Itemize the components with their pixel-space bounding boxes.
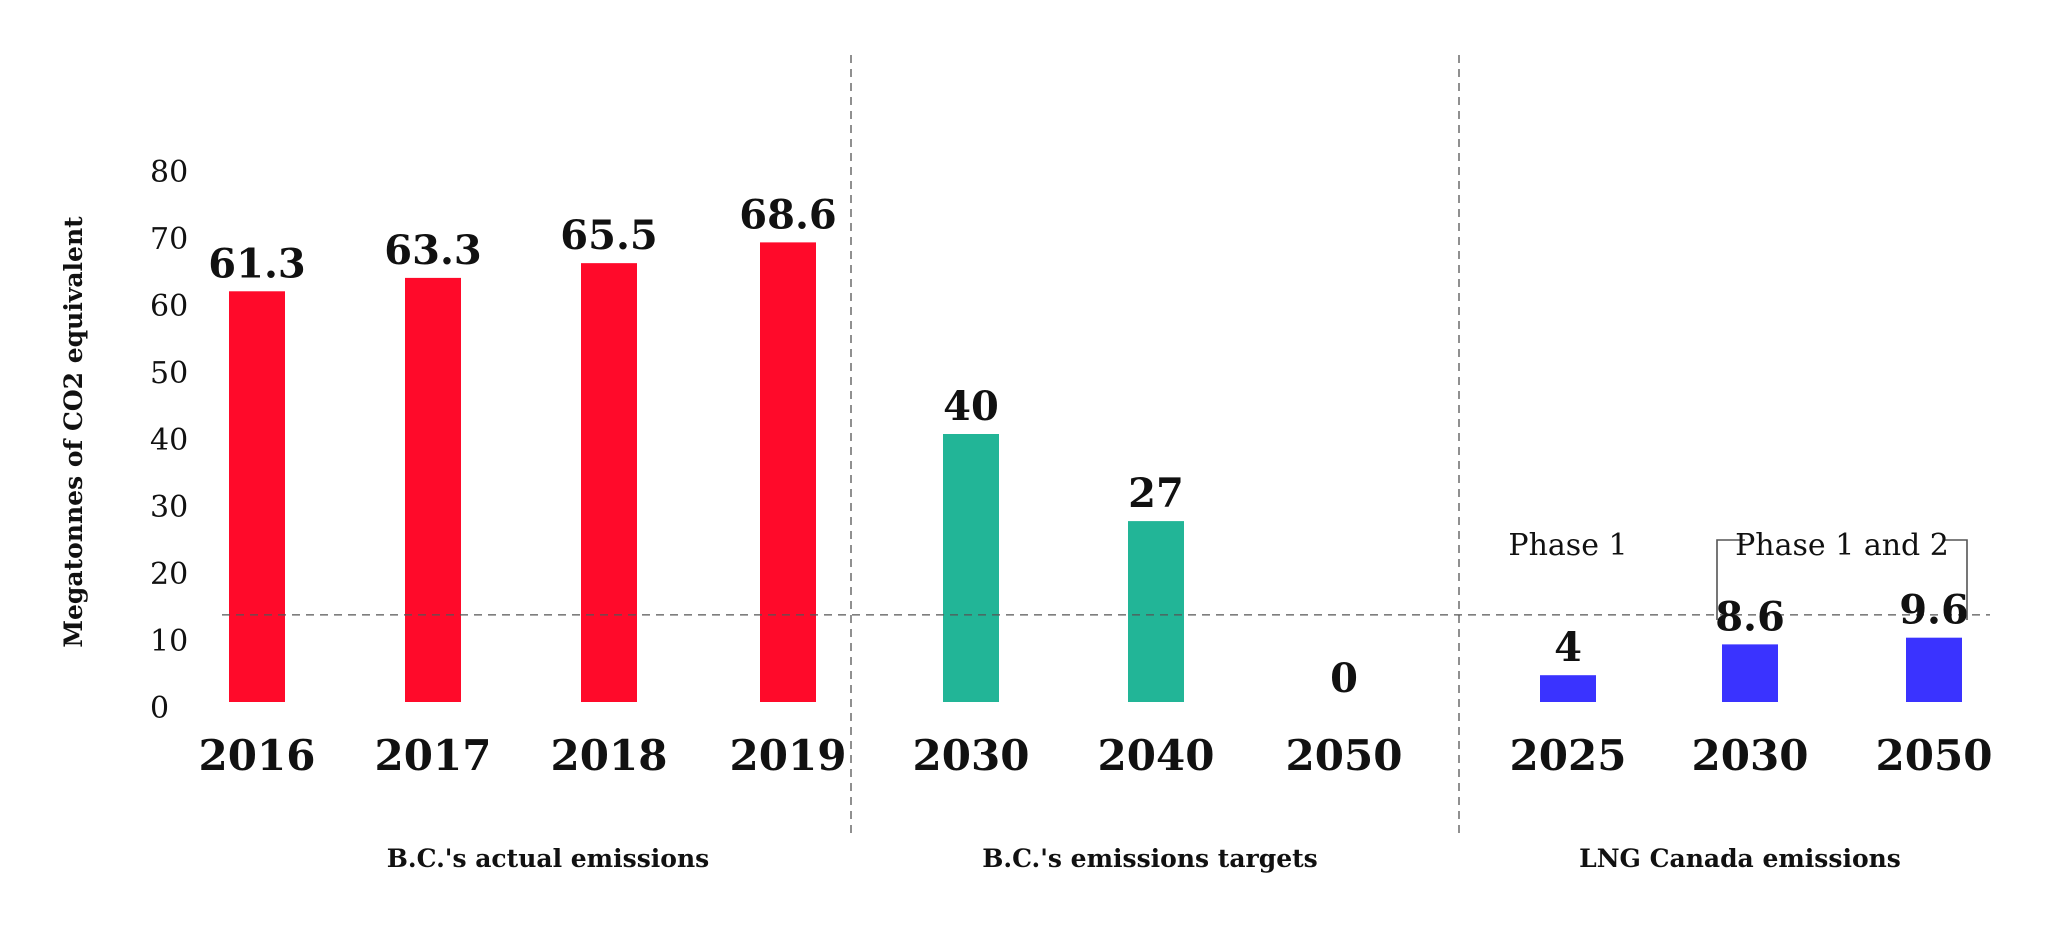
value-label: 68.6 bbox=[739, 191, 836, 238]
category-label: 2050 bbox=[1286, 731, 1403, 780]
bar bbox=[1128, 521, 1184, 702]
value-label: 63.3 bbox=[384, 227, 481, 274]
value-label: 27 bbox=[1128, 470, 1184, 517]
bar bbox=[1540, 675, 1596, 702]
value-label: 0 bbox=[1330, 655, 1358, 702]
bracket-left bbox=[1716, 539, 1745, 620]
y-tick-label: 20 bbox=[150, 557, 188, 592]
category-labels: 2016 2017 2018 2019 2030 2040 2050 2025 2030 2050 bbox=[199, 731, 1993, 780]
group-labels: B.C.'s actual emissions B.C.'s emissions … bbox=[387, 844, 1901, 873]
group-separators bbox=[850, 55, 1460, 838]
phase-annotations: Phase 1 Phase 1 and 2 bbox=[1508, 528, 1968, 620]
group-label: LNG Canada emissions bbox=[1579, 844, 1901, 873]
y-tick-label: 60 bbox=[150, 289, 188, 324]
category-label: 2016 bbox=[199, 731, 316, 780]
category-label: 2017 bbox=[375, 731, 492, 780]
bar bbox=[1722, 644, 1778, 702]
bar bbox=[229, 291, 285, 702]
value-label: 40 bbox=[943, 383, 999, 430]
y-tick-label: 50 bbox=[150, 356, 188, 391]
y-axis: 0 10 20 30 40 50 60 70 80 Megatonnes of CO2 equiv… bbox=[59, 155, 188, 726]
y-tick-label: 40 bbox=[150, 423, 188, 458]
category-label: 2019 bbox=[730, 731, 847, 780]
value-label: 8.6 bbox=[1715, 593, 1785, 640]
value-label: 4 bbox=[1554, 624, 1582, 671]
bar bbox=[581, 263, 637, 702]
value-labels: 61.3 63.3 65.5 68.6 40 27 0 4 8.6 9.6 bbox=[208, 191, 1969, 702]
group-label: B.C.'s emissions targets bbox=[982, 844, 1318, 873]
bar bbox=[1906, 637, 1962, 702]
category-label: 2030 bbox=[1692, 731, 1809, 780]
category-label: 2040 bbox=[1098, 731, 1215, 780]
y-tick-label: 0 bbox=[150, 691, 169, 726]
y-axis-title: Megatonnes of CO2 equivalent bbox=[59, 216, 88, 648]
category-label: 2050 bbox=[1876, 731, 1993, 780]
category-label: 2025 bbox=[1510, 731, 1627, 780]
bar bbox=[943, 434, 999, 702]
phase-1-and-2-annotation: Phase 1 and 2 bbox=[1735, 528, 1949, 563]
bar bbox=[405, 277, 461, 702]
bar bbox=[760, 242, 816, 702]
phase-1-annotation: Phase 1 bbox=[1508, 528, 1627, 563]
category-label: 2030 bbox=[913, 731, 1030, 780]
value-label: 9.6 bbox=[1899, 587, 1969, 634]
y-tick-label: 10 bbox=[150, 624, 188, 659]
category-label: 2018 bbox=[551, 731, 668, 780]
y-tick-label: 30 bbox=[150, 490, 188, 525]
group-label: B.C.'s actual emissions bbox=[387, 844, 709, 873]
value-label: 65.5 bbox=[560, 212, 657, 259]
bracket-right bbox=[1943, 539, 1968, 620]
bars bbox=[229, 242, 1962, 702]
y-tick-label: 70 bbox=[150, 222, 188, 257]
value-label: 61.3 bbox=[208, 240, 305, 287]
y-tick-label: 80 bbox=[150, 155, 188, 190]
